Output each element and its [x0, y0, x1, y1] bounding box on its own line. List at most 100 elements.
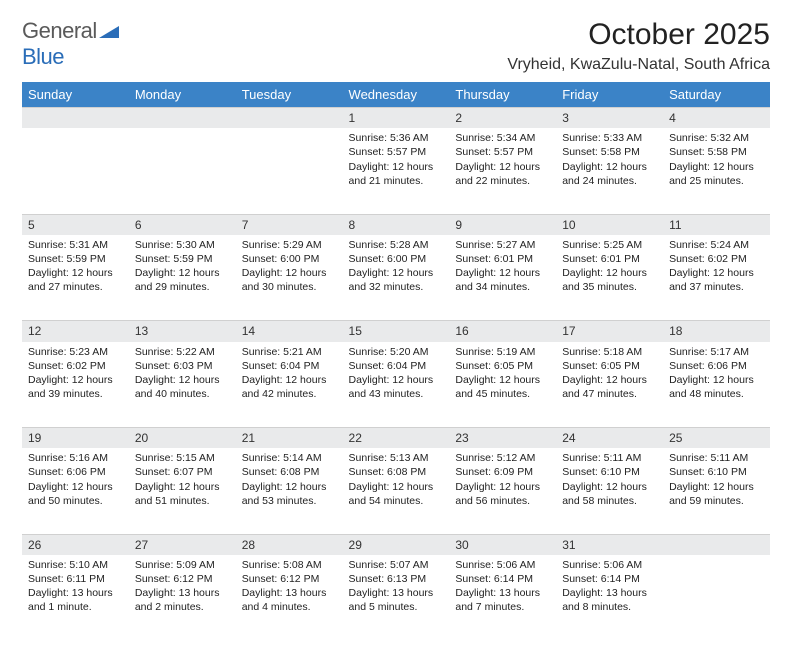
- daylight-line: Daylight: 13 hours and 7 minutes.: [455, 586, 550, 614]
- day-number: 21: [236, 428, 343, 449]
- sunset-line: Sunset: 6:05 PM: [455, 359, 550, 373]
- header: General Blue October 2025 Vryheid, KwaZu…: [22, 18, 770, 74]
- daylight-line: Daylight: 12 hours and 53 minutes.: [242, 480, 337, 508]
- sunset-line: Sunset: 6:14 PM: [455, 572, 550, 586]
- day-number: 3: [556, 108, 663, 129]
- day-cell: Sunrise: 5:33 AMSunset: 5:58 PMDaylight:…: [556, 128, 663, 214]
- day-number: 22: [343, 428, 450, 449]
- daylight-line: Daylight: 12 hours and 42 minutes.: [242, 373, 337, 401]
- sunrise-line: Sunrise: 5:07 AM: [349, 558, 444, 572]
- sunset-line: Sunset: 6:14 PM: [562, 572, 657, 586]
- daylight-line: Daylight: 13 hours and 5 minutes.: [349, 586, 444, 614]
- sunrise-line: Sunrise: 5:14 AM: [242, 451, 337, 465]
- sunset-line: Sunset: 6:13 PM: [349, 572, 444, 586]
- day-number: 7: [236, 214, 343, 235]
- daylight-line: Daylight: 12 hours and 45 minutes.: [455, 373, 550, 401]
- sunset-line: Sunset: 5:57 PM: [455, 145, 550, 159]
- daynum-row: 567891011: [22, 214, 770, 235]
- daylight-line: Daylight: 12 hours and 50 minutes.: [28, 480, 123, 508]
- daylight-line: Daylight: 12 hours and 21 minutes.: [349, 160, 444, 188]
- daylight-line: Daylight: 13 hours and 2 minutes.: [135, 586, 230, 614]
- sunrise-line: Sunrise: 5:06 AM: [562, 558, 657, 572]
- day-number: 20: [129, 428, 236, 449]
- weekday-header: Monday: [129, 82, 236, 108]
- logo-text: General Blue: [22, 18, 119, 70]
- sunrise-line: Sunrise: 5:24 AM: [669, 238, 764, 252]
- sunset-line: Sunset: 6:06 PM: [28, 465, 123, 479]
- daynum-row: 12131415161718: [22, 321, 770, 342]
- day-cell: Sunrise: 5:07 AMSunset: 6:13 PMDaylight:…: [343, 555, 450, 641]
- sunrise-line: Sunrise: 5:12 AM: [455, 451, 550, 465]
- content-row: Sunrise: 5:10 AMSunset: 6:11 PMDaylight:…: [22, 555, 770, 641]
- sunrise-line: Sunrise: 5:17 AM: [669, 345, 764, 359]
- daylight-line: Daylight: 13 hours and 8 minutes.: [562, 586, 657, 614]
- day-number: 16: [449, 321, 556, 342]
- sunset-line: Sunset: 6:10 PM: [669, 465, 764, 479]
- sunrise-line: Sunrise: 5:11 AM: [669, 451, 764, 465]
- sunset-line: Sunset: 6:12 PM: [135, 572, 230, 586]
- empty-cell: [129, 108, 236, 129]
- day-number: 10: [556, 214, 663, 235]
- sunrise-line: Sunrise: 5:06 AM: [455, 558, 550, 572]
- day-cell: Sunrise: 5:08 AMSunset: 6:12 PMDaylight:…: [236, 555, 343, 641]
- logo-triangle-icon: [99, 18, 119, 44]
- day-cell: Sunrise: 5:09 AMSunset: 6:12 PMDaylight:…: [129, 555, 236, 641]
- empty-cell: [236, 128, 343, 214]
- sunrise-line: Sunrise: 5:27 AM: [455, 238, 550, 252]
- sunrise-line: Sunrise: 5:22 AM: [135, 345, 230, 359]
- day-cell: Sunrise: 5:28 AMSunset: 6:00 PMDaylight:…: [343, 235, 450, 321]
- month-title: October 2025: [507, 18, 770, 52]
- day-cell: Sunrise: 5:24 AMSunset: 6:02 PMDaylight:…: [663, 235, 770, 321]
- sunset-line: Sunset: 6:07 PM: [135, 465, 230, 479]
- day-cell: Sunrise: 5:31 AMSunset: 5:59 PMDaylight:…: [22, 235, 129, 321]
- weekday-header: Sunday: [22, 82, 129, 108]
- day-number: 14: [236, 321, 343, 342]
- day-cell: Sunrise: 5:27 AMSunset: 6:01 PMDaylight:…: [449, 235, 556, 321]
- sunset-line: Sunset: 6:02 PM: [669, 252, 764, 266]
- sunset-line: Sunset: 6:11 PM: [28, 572, 123, 586]
- day-number: 27: [129, 534, 236, 555]
- location: Vryheid, KwaZulu-Natal, South Africa: [507, 56, 770, 74]
- daynum-row: 262728293031: [22, 534, 770, 555]
- sunset-line: Sunset: 6:08 PM: [349, 465, 444, 479]
- sunrise-line: Sunrise: 5:16 AM: [28, 451, 123, 465]
- empty-cell: [129, 128, 236, 214]
- daylight-line: Daylight: 12 hours and 22 minutes.: [455, 160, 550, 188]
- day-number: 19: [22, 428, 129, 449]
- sunrise-line: Sunrise: 5:23 AM: [28, 345, 123, 359]
- calendar-table: SundayMondayTuesdayWednesdayThursdayFrid…: [22, 82, 770, 641]
- day-number: 8: [343, 214, 450, 235]
- day-number: 12: [22, 321, 129, 342]
- sunrise-line: Sunrise: 5:30 AM: [135, 238, 230, 252]
- day-number: 1: [343, 108, 450, 129]
- day-number: 29: [343, 534, 450, 555]
- daylight-line: Daylight: 12 hours and 40 minutes.: [135, 373, 230, 401]
- sunset-line: Sunset: 5:58 PM: [562, 145, 657, 159]
- day-cell: Sunrise: 5:06 AMSunset: 6:14 PMDaylight:…: [449, 555, 556, 641]
- sunset-line: Sunset: 6:01 PM: [562, 252, 657, 266]
- sunset-line: Sunset: 6:10 PM: [562, 465, 657, 479]
- sunrise-line: Sunrise: 5:15 AM: [135, 451, 230, 465]
- day-number: 24: [556, 428, 663, 449]
- day-number: 15: [343, 321, 450, 342]
- empty-cell: [22, 108, 129, 129]
- sunrise-line: Sunrise: 5:31 AM: [28, 238, 123, 252]
- sunset-line: Sunset: 6:04 PM: [242, 359, 337, 373]
- sunset-line: Sunset: 5:59 PM: [135, 252, 230, 266]
- day-cell: Sunrise: 5:06 AMSunset: 6:14 PMDaylight:…: [556, 555, 663, 641]
- daylight-line: Daylight: 12 hours and 56 minutes.: [455, 480, 550, 508]
- day-number: 28: [236, 534, 343, 555]
- day-number: 4: [663, 108, 770, 129]
- empty-cell: [22, 128, 129, 214]
- day-number: 11: [663, 214, 770, 235]
- day-cell: Sunrise: 5:30 AMSunset: 5:59 PMDaylight:…: [129, 235, 236, 321]
- sunrise-line: Sunrise: 5:11 AM: [562, 451, 657, 465]
- day-cell: Sunrise: 5:14 AMSunset: 6:08 PMDaylight:…: [236, 448, 343, 534]
- logo-part1: General: [22, 18, 97, 43]
- sunrise-line: Sunrise: 5:36 AM: [349, 131, 444, 145]
- day-cell: Sunrise: 5:25 AMSunset: 6:01 PMDaylight:…: [556, 235, 663, 321]
- day-cell: Sunrise: 5:18 AMSunset: 6:05 PMDaylight:…: [556, 342, 663, 428]
- sunrise-line: Sunrise: 5:08 AM: [242, 558, 337, 572]
- day-number: 30: [449, 534, 556, 555]
- day-cell: Sunrise: 5:13 AMSunset: 6:08 PMDaylight:…: [343, 448, 450, 534]
